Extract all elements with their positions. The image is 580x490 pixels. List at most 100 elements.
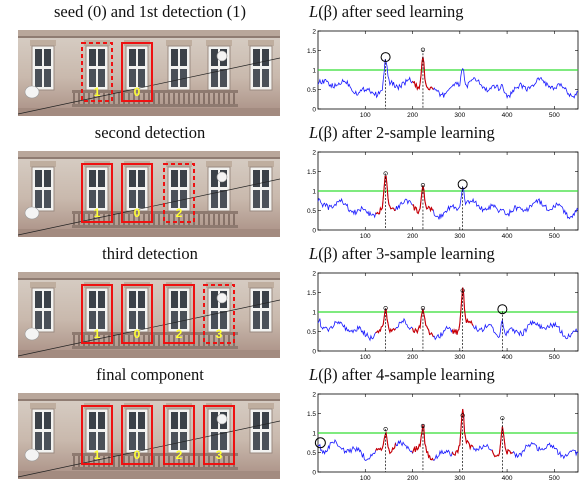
candidate-circle [380,52,391,63]
satellite-dish [216,292,228,304]
x-tick-label: 100 [360,233,371,240]
detection-label: 0 [134,448,141,462]
y-tick-label: 1 [312,431,316,438]
facade-window [248,282,274,333]
y-tick-label: 0 [312,470,316,477]
facade-window [124,161,150,212]
facade-window [84,161,110,212]
satellite-dish [216,413,228,425]
detection-box [81,284,113,344]
facade-window [248,161,274,212]
figure-row: final component L(β) after 4-sample learn… [0,363,580,485]
facade-window [30,40,56,91]
caption-rest: after 2-sample learning [337,123,495,142]
detection-box [121,163,153,223]
y-tick-label: 2 [312,271,316,278]
detection-box [121,405,153,465]
satellite-dish [24,448,40,462]
detection-label: 0 [134,85,141,99]
caption-function: L [309,2,319,21]
learned-segment [451,408,474,457]
detection-label: 1 [94,327,101,341]
facade-window [206,282,232,333]
figure-row: third detection L(β) after 3-sample learn… [0,242,580,364]
detection-label: 2 [176,327,183,341]
wire [18,178,280,236]
likelihood-curve [317,408,579,461]
x-tick-label: 400 [502,112,513,119]
x-tick-label: 200 [407,475,418,482]
y-tick-label: 0.5 [307,87,316,94]
y-tick-label: 1 [312,310,316,317]
right-caption: L(β) after seed learning [309,2,579,22]
satellite-dish [24,85,40,99]
x-tick-label: 500 [549,233,560,240]
y-tick-label: 0.5 [307,450,316,457]
y-tick-label: 0 [312,228,316,235]
y-tick-label: 0 [312,349,316,356]
x-tick-label: 300 [454,112,465,119]
x-tick-label: 100 [360,475,371,482]
wire [18,299,280,357]
x-tick-label: 300 [454,354,465,361]
facade-window [30,282,56,333]
satellite-dish [216,50,228,62]
learned-segment [375,175,396,215]
cornice [18,393,280,399]
detection-box [203,405,235,465]
x-tick-label: 300 [454,475,465,482]
x-tick-label: 200 [407,354,418,361]
cornice [18,272,280,278]
learned-segment [451,287,474,335]
y-tick-label: 2 [312,29,316,36]
peak-dot [383,426,388,432]
left-caption: third detection [102,244,198,263]
x-tick-label: 500 [549,354,560,361]
peak-dot [420,183,426,188]
caption-beta: (β) [318,2,338,21]
detection-label: 3 [216,448,223,462]
peak-dot [420,47,426,52]
facade-window [166,282,192,333]
right-caption: L(β) after 4-sample learning [309,365,579,385]
likelihood-curve [317,175,579,220]
x-tick-label: 300 [454,233,465,240]
balcony-rail [72,332,238,335]
y-tick-label: 1.5 [307,290,316,297]
likelihood-plot: 0 0.5 1 1.5 2 100 200 300 400 500 [304,269,580,364]
y-tick-label: 1 [312,68,316,75]
detection-box [163,405,195,465]
facade-window [166,161,192,212]
detection-label: 1 [94,448,101,462]
detection-box [121,42,153,102]
likelihood-plot: 0 0.5 1 1.5 2 100 200 300 400 500 [304,390,580,485]
facade-window [30,403,56,454]
x-tick-label: 200 [407,112,418,119]
caption-function: L [309,123,319,142]
detection-label: 2 [176,206,183,220]
caption-beta: (β) [318,123,338,142]
cornice [18,151,280,157]
facade-window [166,40,192,91]
facade-photo: 1 0 2 [18,151,280,237]
peak-dot [500,416,505,421]
caption-rest: after seed learning [337,2,464,21]
facade-window [206,40,232,91]
right-caption: L(β) after 3-sample learning [309,244,579,264]
likelihood-curve [317,287,579,342]
peak-dot [383,305,388,311]
detection-label: 1 [94,85,101,99]
likelihood-plot: 0 0.5 1 1.5 2 100 200 300 400 500 [304,27,580,122]
facade-window [84,40,110,91]
detection-label: 3 [216,327,223,341]
detection-label: 1 [94,206,101,220]
peak-dot [460,413,465,418]
facade-window [124,282,150,333]
caption-rest: after 4-sample learning [337,365,495,384]
x-tick-label: 500 [549,475,560,482]
figure-row: seed (0) and 1st detection (1) L(β) after… [0,0,580,122]
y-tick-label: 2 [312,392,316,399]
facade-window [30,161,56,212]
learned-segment [411,424,434,461]
y-tick-label: 1.5 [307,169,316,176]
